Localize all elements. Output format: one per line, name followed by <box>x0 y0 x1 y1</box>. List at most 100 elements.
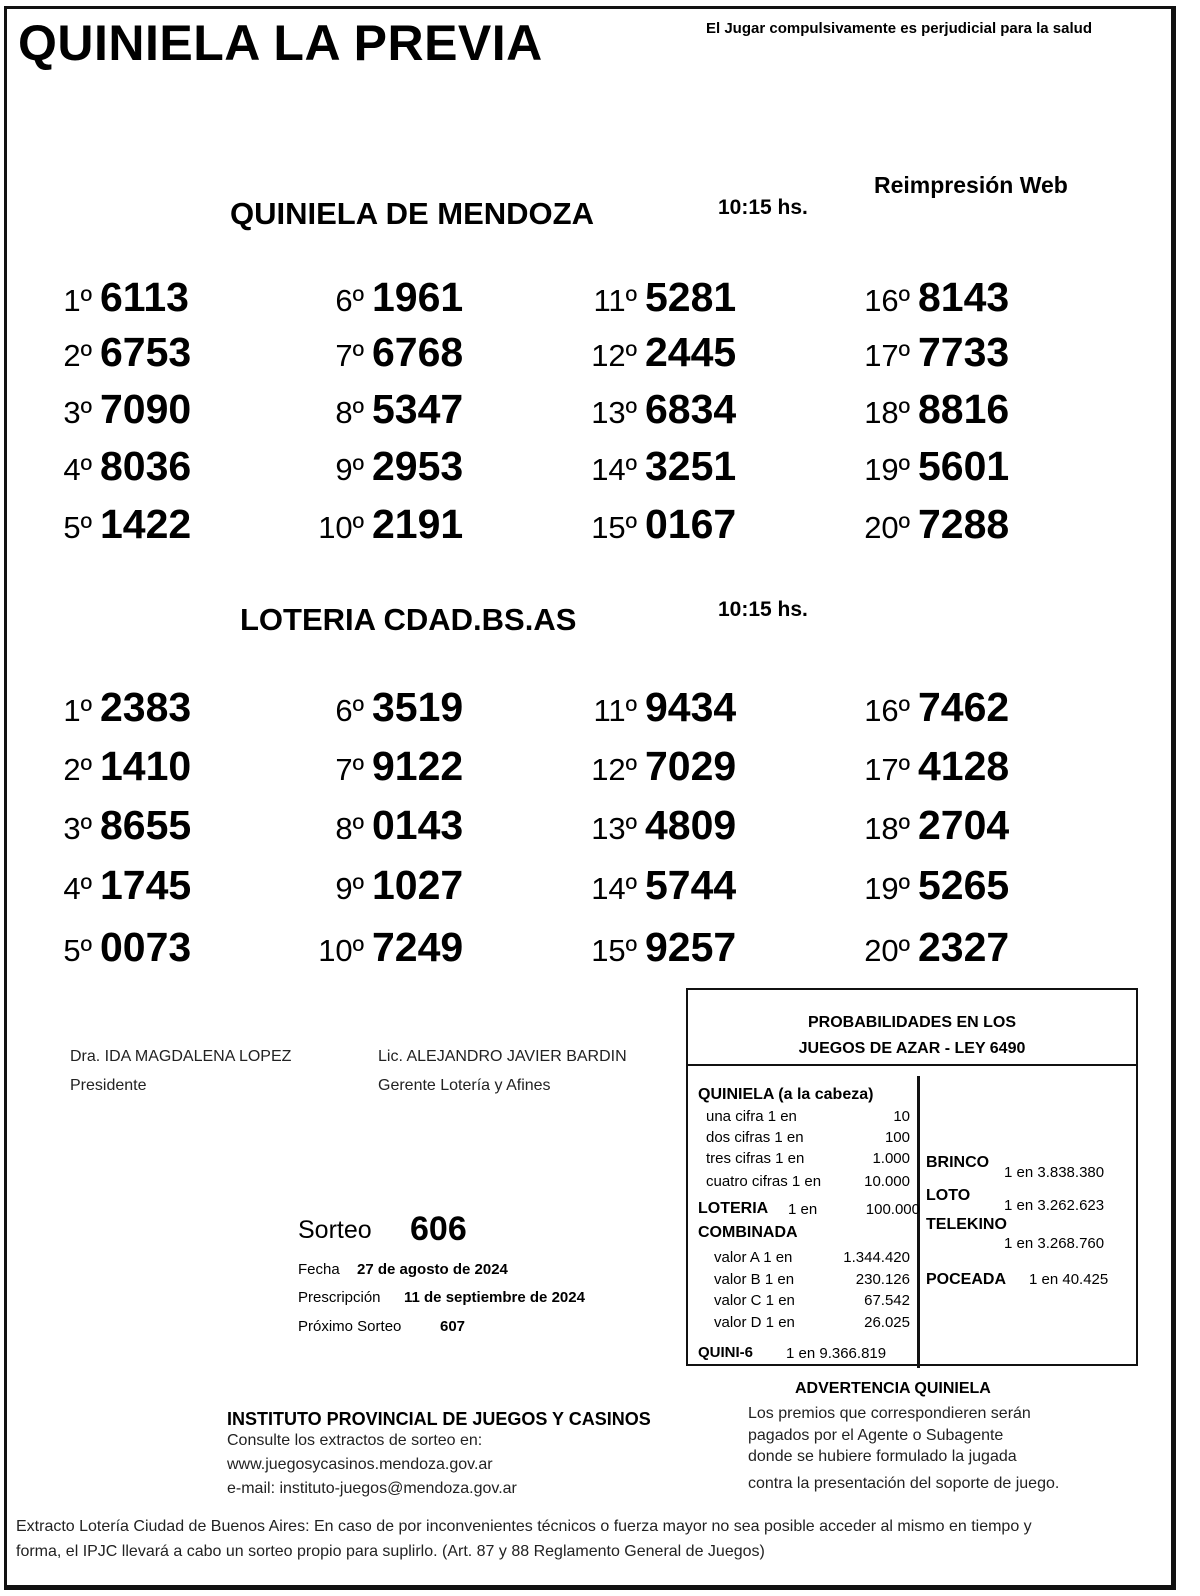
result-number: 0143 <box>372 802 464 848</box>
probabilities-box: PROBABILIDADES EN LOS JUEGOS DE AZAR - L… <box>686 988 1138 1368</box>
result-position: 20º <box>864 933 910 968</box>
result-cell: 10º 7249 <box>282 924 463 971</box>
result-cell: 19º 5601 <box>828 443 1009 490</box>
result-position: 15º <box>591 933 637 968</box>
result-position: 13º <box>591 811 637 846</box>
reprint-label: Reimpresión Web <box>874 172 1068 198</box>
result-number: 7090 <box>100 386 192 432</box>
advert-line: pagados por el Agente o Subagente <box>748 1426 1004 1444</box>
result-position: 15º <box>591 510 637 545</box>
signature-role-1: Presidente <box>70 1077 147 1094</box>
quiniela-odds-value: 100 <box>884 1129 910 1146</box>
result-position: 9º <box>335 452 364 487</box>
result-cell: 10º 2191 <box>282 501 463 548</box>
quiniela-odds-label: tres cifras 1 en <box>706 1150 805 1167</box>
result-number: 5281 <box>645 274 737 320</box>
result-cell: 13º 6834 <box>555 386 736 433</box>
result-cell: 3º 7090 <box>10 386 191 433</box>
result-cell: 18º 8816 <box>828 386 1009 433</box>
combinada-odds-label: valor B 1 en <box>714 1270 795 1288</box>
result-position: 2º <box>63 338 92 373</box>
result-position: 9º <box>335 871 364 906</box>
advert-line: contra la presentación del soporte de ju… <box>748 1474 1060 1492</box>
result-cell: 8º 0143 <box>282 802 463 849</box>
result-cell: 6º 3519 <box>282 684 463 731</box>
probabilities-title-2: JUEGOS DE AZAR - LEY 6490 <box>798 1040 1026 1057</box>
signature-role-2: Gerente Lotería y Afines <box>378 1077 551 1094</box>
proximo-label: Próximo Sorteo <box>298 1318 402 1335</box>
result-number: 7288 <box>918 501 1010 547</box>
result-position: 4º <box>63 871 92 906</box>
result-number: 2383 <box>100 684 192 730</box>
quini6-value: 1 en 9.366.819 <box>786 1345 887 1362</box>
footer-note-2: forma, el IPJC llevará a cabo un sorteo … <box>16 1543 765 1560</box>
result-number: 2704 <box>918 802 1010 848</box>
result-position: 2º <box>63 752 92 787</box>
result-cell: 9º 1027 <box>282 862 463 909</box>
result-position: 12º <box>591 752 637 787</box>
result-cell: 7º 9122 <box>282 743 463 790</box>
result-number: 2445 <box>645 329 737 375</box>
result-cell: 13º 4809 <box>555 802 736 849</box>
result-cell: 3º 8655 <box>10 802 191 849</box>
combinada-odds-label: valor D 1 en <box>714 1313 795 1331</box>
quiniela-odds-value: 1.000 <box>872 1150 910 1167</box>
result-cell: 14º 3251 <box>555 443 736 490</box>
fecha-label: Fecha <box>298 1261 340 1278</box>
loteria-en: 1 en <box>788 1201 818 1218</box>
result-position: 4º <box>63 452 92 487</box>
result-number: 2953 <box>372 443 464 489</box>
advert-line: donde se hubiere formulado la jugada <box>748 1448 1017 1465</box>
prescripcion-value: 11 de septiembre de 2024 <box>404 1289 585 1306</box>
result-cell: 1º 6113 <box>10 274 189 321</box>
combinada-odds-value: 230.126 <box>855 1270 910 1288</box>
result-cell: 17º 4128 <box>828 743 1009 790</box>
result-cell: 12º 7029 <box>555 743 736 790</box>
page-title: QUINIELA LA PREVIA <box>18 15 543 71</box>
result-cell: 4º 1745 <box>10 862 191 909</box>
institute-web-link[interactable]: www.juegosycasinos.mendoza.gov.ar <box>227 1456 493 1473</box>
quiniela-odds-value: 10 <box>893 1108 910 1125</box>
result-cell: 7º 6768 <box>282 329 463 376</box>
result-position: 16º <box>864 693 910 728</box>
result-cell: 20º 2327 <box>828 924 1009 971</box>
fecha-value: 27 de agosto de 2024 <box>357 1261 508 1278</box>
result-number: 3519 <box>372 684 464 730</box>
result-position: 10º <box>318 933 364 968</box>
draw-title-mendoza: QUINIELA DE MENDOZA <box>230 196 594 231</box>
footer-note-1: Extracto Lotería Ciudad de Buenos Aires:… <box>16 1518 1032 1535</box>
quiniela-odds-label: dos cifras 1 en <box>706 1129 804 1146</box>
quini6-label: QUINI-6 <box>698 1344 754 1361</box>
result-number: 8655 <box>100 802 192 848</box>
advert-line: Los premios que correspondieren serán <box>748 1405 1031 1422</box>
result-cell: 16º 7462 <box>828 684 1009 731</box>
result-position: 8º <box>335 811 364 846</box>
quiniela-heading: QUINIELA (a la cabeza) <box>698 1086 874 1103</box>
result-position: 14º <box>591 871 637 906</box>
result-number: 5744 <box>645 862 737 908</box>
result-number: 9434 <box>645 684 737 730</box>
result-number: 1745 <box>100 862 192 908</box>
institute-email-link[interactable]: e-mail: instituto-juegos@mendoza.gov.ar <box>227 1480 517 1497</box>
result-cell: 20º 7288 <box>828 501 1009 548</box>
result-position: 5º <box>63 510 92 545</box>
quiniela-odds-label: cuatro cifras 1 en <box>706 1173 822 1190</box>
health-warning: El Jugar compulsivamente es perjudicial … <box>706 20 1092 37</box>
result-position: 10º <box>318 510 364 545</box>
result-position: 11º <box>593 283 637 318</box>
divider <box>917 1076 920 1368</box>
loto-value: 1 en 3.262.623 <box>1004 1197 1105 1214</box>
result-position: 7º <box>335 338 364 373</box>
result-number: 8036 <box>100 443 192 489</box>
result-position: 11º <box>593 693 637 728</box>
probabilities-title-1: PROBABILIDADES EN LOS <box>807 1014 1016 1031</box>
result-position: 8º <box>335 395 364 430</box>
telekino-label: TELEKINO <box>926 1216 1007 1233</box>
prescripcion-label: Prescripción <box>298 1289 381 1306</box>
result-number: 6768 <box>372 329 464 375</box>
result-number: 2191 <box>372 501 464 547</box>
result-cell: 5º 1422 <box>10 501 191 548</box>
result-position: 19º <box>864 452 910 487</box>
draw-time-buenos-aires: 10:15 hs. <box>718 598 808 621</box>
result-cell: 17º 7733 <box>828 329 1009 376</box>
